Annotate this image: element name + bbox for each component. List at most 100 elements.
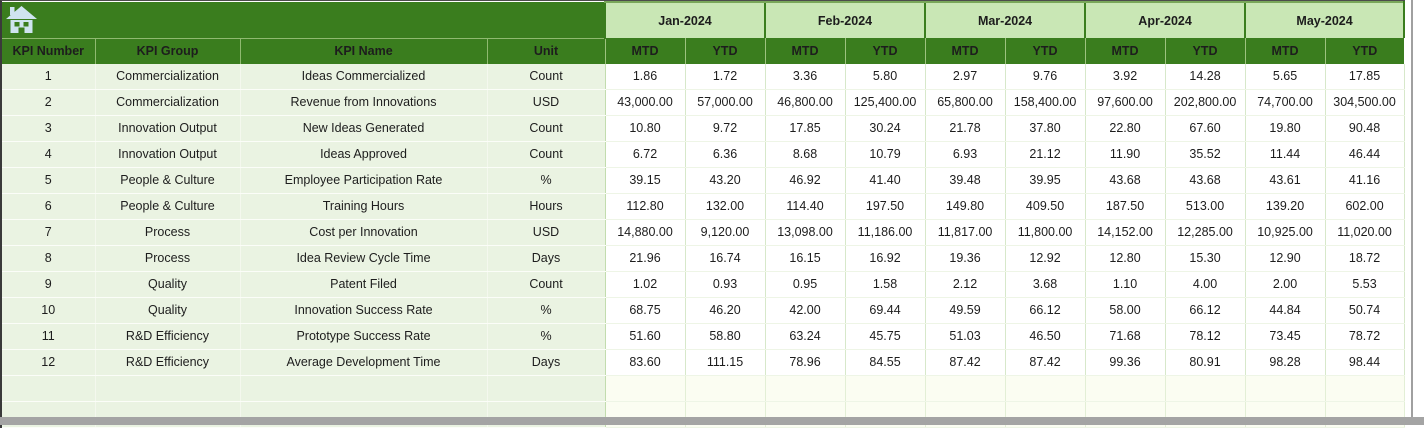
kpi-value-cell[interactable]: 9,120.00 xyxy=(685,219,766,246)
kpi-number-cell[interactable]: 11 xyxy=(2,323,96,350)
kpi-value-cell[interactable]: 46,800.00 xyxy=(765,89,846,116)
kpi-value-cell[interactable]: 57,000.00 xyxy=(685,89,766,116)
kpi-value-cell[interactable]: 16.15 xyxy=(765,245,846,272)
kpi-value-cell[interactable]: 12,285.00 xyxy=(1165,219,1246,246)
kpi-value-cell[interactable]: 17.85 xyxy=(765,115,846,142)
kpi-group-cell[interactable]: Process xyxy=(95,245,241,272)
month-header-jan-2024[interactable]: Jan-2024 xyxy=(603,1,766,38)
empty-cell[interactable] xyxy=(2,375,96,402)
kpi-value-cell[interactable]: 11,817.00 xyxy=(925,219,1006,246)
kpi-value-cell[interactable]: 132.00 xyxy=(685,193,766,220)
empty-cell[interactable] xyxy=(95,375,241,402)
kpi-value-cell[interactable]: 1.58 xyxy=(845,271,926,298)
kpi-value-cell[interactable]: 98.28 xyxy=(1245,349,1326,376)
kpi-value-cell[interactable]: 0.93 xyxy=(685,271,766,298)
kpi-unit-cell[interactable]: Count xyxy=(487,63,606,90)
kpi-value-cell[interactable]: 10,925.00 xyxy=(1245,219,1326,246)
kpi-group-cell[interactable]: Innovation Output xyxy=(95,115,241,142)
kpi-value-cell[interactable]: 158,400.00 xyxy=(1005,89,1086,116)
kpi-value-cell[interactable]: 42.00 xyxy=(765,297,846,324)
kpi-value-cell[interactable]: 43.68 xyxy=(1165,167,1246,194)
kpi-value-cell[interactable]: 39.48 xyxy=(925,167,1006,194)
period-header-may-2024-ytd[interactable]: YTD xyxy=(1324,38,1405,64)
kpi-value-cell[interactable]: 202,800.00 xyxy=(1165,89,1246,116)
kpi-number-cell[interactable]: 12 xyxy=(2,349,96,376)
kpi-value-cell[interactable]: 41.16 xyxy=(1325,167,1405,194)
kpi-value-cell[interactable]: 6.36 xyxy=(685,141,766,168)
kpi-value-cell[interactable]: 19.36 xyxy=(925,245,1006,272)
kpi-value-cell[interactable]: 66.12 xyxy=(1005,297,1086,324)
kpi-number-cell[interactable]: 9 xyxy=(2,271,96,298)
kpi-unit-cell[interactable]: USD xyxy=(487,89,606,116)
kpi-value-cell[interactable]: 73.45 xyxy=(1245,323,1326,350)
kpi-value-cell[interactable]: 15.30 xyxy=(1165,245,1246,272)
kpi-value-cell[interactable]: 14,880.00 xyxy=(605,219,686,246)
kpi-value-cell[interactable]: 187.50 xyxy=(1085,193,1166,220)
kpi-value-cell[interactable]: 98.44 xyxy=(1325,349,1405,376)
kpi-value-cell[interactable]: 12.90 xyxy=(1245,245,1326,272)
kpi-unit-cell[interactable]: % xyxy=(487,167,606,194)
kpi-name-cell[interactable]: Idea Review Cycle Time xyxy=(240,245,488,272)
column-header-kpi-name[interactable]: KPI Name xyxy=(239,37,487,64)
kpi-unit-cell[interactable]: Count xyxy=(487,115,606,142)
kpi-value-cell[interactable]: 30.24 xyxy=(845,115,926,142)
kpi-value-cell[interactable]: 46.44 xyxy=(1325,141,1405,168)
period-header-feb-2024-mtd[interactable]: MTD xyxy=(764,38,846,64)
kpi-value-cell[interactable]: 87.42 xyxy=(925,349,1006,376)
period-header-apr-2024-ytd[interactable]: YTD xyxy=(1164,38,1246,64)
kpi-number-cell[interactable]: 7 xyxy=(2,219,96,246)
kpi-unit-cell[interactable]: USD xyxy=(487,219,606,246)
kpi-group-cell[interactable]: Quality xyxy=(95,297,241,324)
kpi-group-cell[interactable]: Innovation Output xyxy=(95,141,241,168)
month-header-feb-2024[interactable]: Feb-2024 xyxy=(764,1,926,38)
home-button-cell[interactable] xyxy=(2,2,605,38)
kpi-value-cell[interactable]: 84.55 xyxy=(845,349,926,376)
kpi-value-cell[interactable]: 11,800.00 xyxy=(1005,219,1086,246)
kpi-unit-cell[interactable]: % xyxy=(487,323,606,350)
kpi-value-cell[interactable]: 1.72 xyxy=(685,63,766,90)
empty-cell[interactable] xyxy=(1245,375,1326,402)
kpi-value-cell[interactable]: 1.86 xyxy=(605,63,686,90)
kpi-unit-cell[interactable]: Days xyxy=(487,245,606,272)
period-header-feb-2024-ytd[interactable]: YTD xyxy=(844,38,926,64)
kpi-value-cell[interactable]: 49.59 xyxy=(925,297,1006,324)
empty-cell[interactable] xyxy=(685,375,766,402)
kpi-value-cell[interactable]: 78.72 xyxy=(1325,323,1405,350)
period-header-mar-2024-ytd[interactable]: YTD xyxy=(1004,38,1086,64)
empty-cell[interactable] xyxy=(845,375,926,402)
period-header-jan-2024-mtd[interactable]: MTD xyxy=(604,38,685,64)
kpi-value-cell[interactable]: 83.60 xyxy=(605,349,686,376)
empty-cell[interactable] xyxy=(765,375,846,402)
kpi-value-cell[interactable]: 6.72 xyxy=(605,141,686,168)
kpi-value-cell[interactable]: 111.15 xyxy=(685,349,766,376)
kpi-value-cell[interactable]: 65,800.00 xyxy=(925,89,1006,116)
kpi-value-cell[interactable]: 19.80 xyxy=(1245,115,1326,142)
kpi-number-cell[interactable]: 10 xyxy=(2,297,96,324)
kpi-value-cell[interactable]: 51.03 xyxy=(925,323,1006,350)
kpi-number-cell[interactable]: 6 xyxy=(2,193,96,220)
kpi-unit-cell[interactable]: Hours xyxy=(487,193,606,220)
kpi-value-cell[interactable]: 80.91 xyxy=(1165,349,1246,376)
kpi-value-cell[interactable]: 90.48 xyxy=(1325,115,1405,142)
kpi-value-cell[interactable]: 46.50 xyxy=(1005,323,1086,350)
kpi-value-cell[interactable]: 21.12 xyxy=(1005,141,1086,168)
kpi-value-cell[interactable]: 149.80 xyxy=(925,193,1006,220)
kpi-name-cell[interactable]: Average Development Time xyxy=(240,349,488,376)
period-header-apr-2024-mtd[interactable]: MTD xyxy=(1084,38,1166,64)
kpi-value-cell[interactable]: 67.60 xyxy=(1165,115,1246,142)
kpi-value-cell[interactable]: 78.96 xyxy=(765,349,846,376)
kpi-value-cell[interactable]: 13,098.00 xyxy=(765,219,846,246)
kpi-value-cell[interactable]: 114.40 xyxy=(765,193,846,220)
kpi-value-cell[interactable]: 5.53 xyxy=(1325,271,1405,298)
column-header-kpi-group[interactable]: KPI Group xyxy=(94,37,240,64)
kpi-value-cell[interactable]: 74,700.00 xyxy=(1245,89,1326,116)
kpi-name-cell[interactable]: Cost per Innovation xyxy=(240,219,488,246)
kpi-value-cell[interactable]: 12.80 xyxy=(1085,245,1166,272)
kpi-value-cell[interactable]: 58.00 xyxy=(1085,297,1166,324)
kpi-value-cell[interactable]: 78.12 xyxy=(1165,323,1246,350)
kpi-value-cell[interactable]: 87.42 xyxy=(1005,349,1086,376)
kpi-value-cell[interactable]: 14.28 xyxy=(1165,63,1246,90)
kpi-value-cell[interactable]: 18.72 xyxy=(1325,245,1405,272)
kpi-value-cell[interactable]: 602.00 xyxy=(1325,193,1405,220)
empty-cell[interactable] xyxy=(1005,375,1086,402)
